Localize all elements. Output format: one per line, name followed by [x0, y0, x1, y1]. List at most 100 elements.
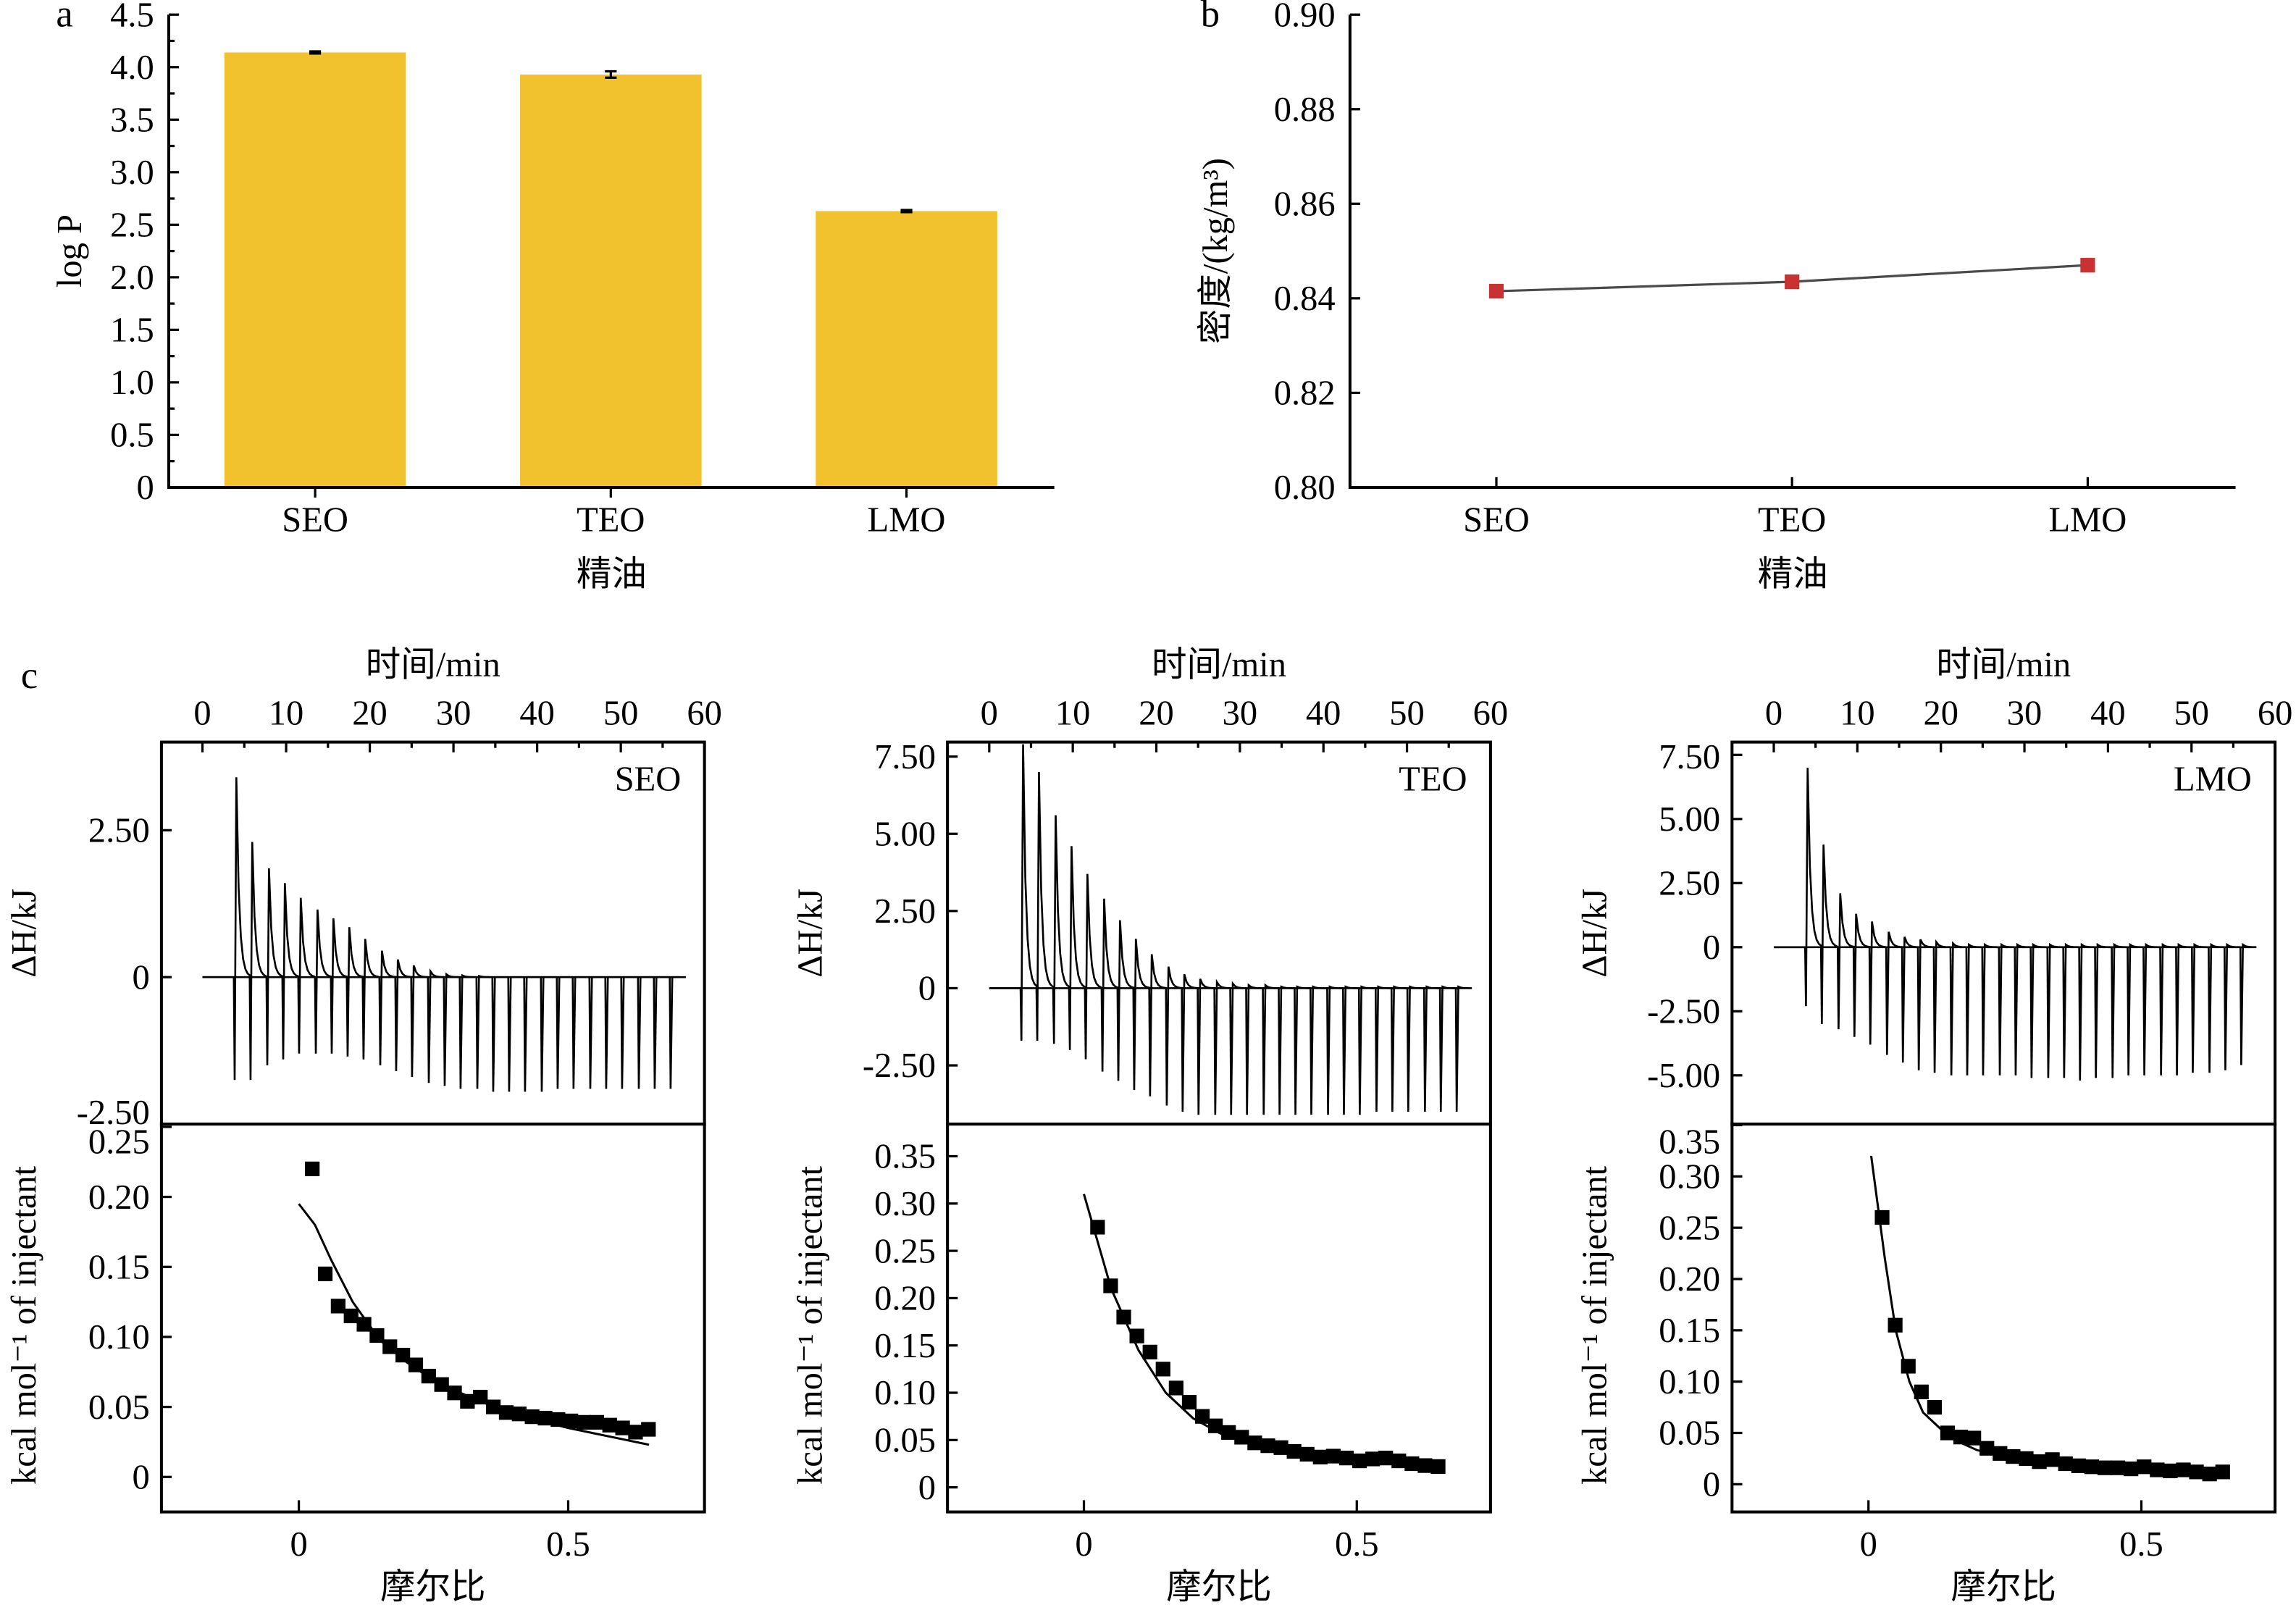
x-tick-label: SEO [282, 501, 348, 540]
enthalpy-tick-label: 0.05 [874, 1421, 936, 1459]
data-point [330, 1299, 345, 1314]
enthalpy-tick-label: 0.20 [1659, 1260, 1720, 1299]
data-point [343, 1308, 359, 1324]
data-point [1338, 1451, 1354, 1466]
data-point [1966, 1430, 1982, 1446]
x-tick-label: SEO [1463, 501, 1530, 540]
data-point [1404, 1456, 1420, 1472]
data-point [1090, 1220, 1105, 1235]
y-tick-label: 2.5 [110, 206, 154, 244]
enthalpy-tick-label: 0.30 [1659, 1157, 1720, 1196]
data-point [2163, 1463, 2178, 1479]
data-point [1914, 1384, 1929, 1399]
x-tick-label: LMO [2049, 501, 2127, 540]
dh-axis-label: ΔH/kJ [5, 889, 43, 978]
time-tick-label: 30 [436, 694, 472, 732]
enthalpy-axis-label: kcal mol⁻¹ of injectant [1576, 1165, 1614, 1485]
data-point [1993, 1446, 2008, 1461]
time-tick-label: 30 [2007, 694, 2042, 732]
data-point [550, 1412, 566, 1427]
bar-TEO [520, 74, 702, 487]
data-point [2215, 1464, 2230, 1480]
data-point [1103, 1278, 1118, 1294]
enthalpy-tick-label: 0.25 [1659, 1209, 1720, 1247]
time-tick-label: 60 [2258, 694, 2293, 732]
y-tick-label: 3.0 [110, 154, 154, 192]
data-point [628, 1425, 643, 1440]
data-point [1273, 1440, 1289, 1455]
data-point [537, 1410, 553, 1426]
time-tick-label: 10 [1840, 694, 1875, 732]
panel-label-a: a [56, 0, 72, 35]
time-tick-label: 10 [1055, 694, 1091, 732]
data-point [2071, 1458, 2086, 1473]
enthalpy-axis-label: kcal mol⁻¹ of injectant [791, 1165, 829, 1485]
y-tick-label: 1.5 [110, 311, 154, 350]
y-tick-label: 1.0 [110, 364, 154, 402]
bar-LMO [816, 211, 997, 487]
data-point [2202, 1467, 2217, 1482]
data-point [2058, 1456, 2073, 1472]
panel-label-b: b [1201, 0, 1220, 35]
data-point [317, 1266, 333, 1282]
time-tick-label: 40 [519, 694, 555, 732]
dh-tick-label: 7.50 [874, 738, 936, 776]
y-tick-label: 0.90 [1274, 0, 1336, 34]
enthalpy-tick-label: 0.15 [874, 1327, 936, 1365]
data-point [305, 1161, 320, 1177]
data-point [1129, 1328, 1144, 1343]
time-tick-label: 20 [1923, 694, 1958, 732]
data-point [1953, 1430, 1969, 1445]
data-point [2084, 1459, 2100, 1475]
enthalpy-tick-label: 0.20 [874, 1280, 936, 1318]
data-point [1260, 1438, 1275, 1454]
dh-axis-label: ΔH/kJ [1576, 889, 1614, 978]
enthalpy-tick-label: 0.10 [1659, 1363, 1720, 1401]
dh-tick-label: 7.50 [1659, 738, 1720, 776]
thermogram-trace [1774, 767, 2257, 1081]
ratio-axis-label: 摩尔比 [1951, 1568, 2056, 1606]
data-point [1247, 1435, 1262, 1451]
data-point [1888, 1317, 1903, 1333]
data-point [473, 1389, 488, 1405]
data-point [485, 1399, 501, 1414]
thermogram-trace [202, 777, 686, 1092]
data-point [1181, 1394, 1197, 1410]
data-point [1901, 1359, 1916, 1374]
ratio-tick-label: 0.5 [1335, 1525, 1379, 1564]
dh-tick-label: -2.50 [1647, 992, 1720, 1031]
data-point [1940, 1425, 1956, 1441]
enthalpy-tick-label: 0.20 [88, 1178, 150, 1217]
time-tick-label: 20 [1139, 694, 1173, 732]
data-point [1352, 1453, 1367, 1469]
ratio-axis-label: 摩尔比 [380, 1568, 486, 1606]
time-tick-label: 50 [603, 694, 639, 732]
data-point [1312, 1449, 1328, 1464]
data-point [2110, 1460, 2126, 1475]
itc-plot-SEO: 0 10 20 30 40 50 60 时间/min -2.50 0 2.50 SEO ΔH/kJ 0 0.… [5, 646, 722, 1606]
bar-SEO [224, 52, 406, 487]
plot-label: TEO [1399, 760, 1467, 798]
data-point [1168, 1380, 1183, 1396]
dh-tick-label: 0 [132, 958, 149, 997]
dh-tick-label: -2.50 [77, 1094, 150, 1132]
x-tick-label: LMO [868, 501, 946, 540]
plot-label: SEO [615, 760, 682, 798]
enthalpy-tick-label: 0.30 [874, 1185, 936, 1223]
bottom-frame [946, 1123, 1492, 1514]
time-axis-label: 时间/min [1936, 646, 2071, 684]
time-tick-label: 40 [1306, 694, 1341, 732]
data-point [511, 1406, 527, 1422]
data-point [1927, 1399, 1943, 1415]
data-point [1430, 1459, 1446, 1475]
data-point [2189, 1464, 2204, 1480]
data-point [1155, 1362, 1170, 1377]
ratio-axis-label: 摩尔比 [1166, 1568, 1272, 1606]
marker-SEO [1488, 283, 1504, 299]
data-point [408, 1357, 424, 1372]
time-tick-label: 0 [981, 694, 998, 732]
ratio-tick-label: 0 [1860, 1525, 1877, 1564]
data-point [1286, 1443, 1302, 1459]
data-point [395, 1347, 411, 1363]
time-tick-label: 60 [687, 694, 722, 732]
